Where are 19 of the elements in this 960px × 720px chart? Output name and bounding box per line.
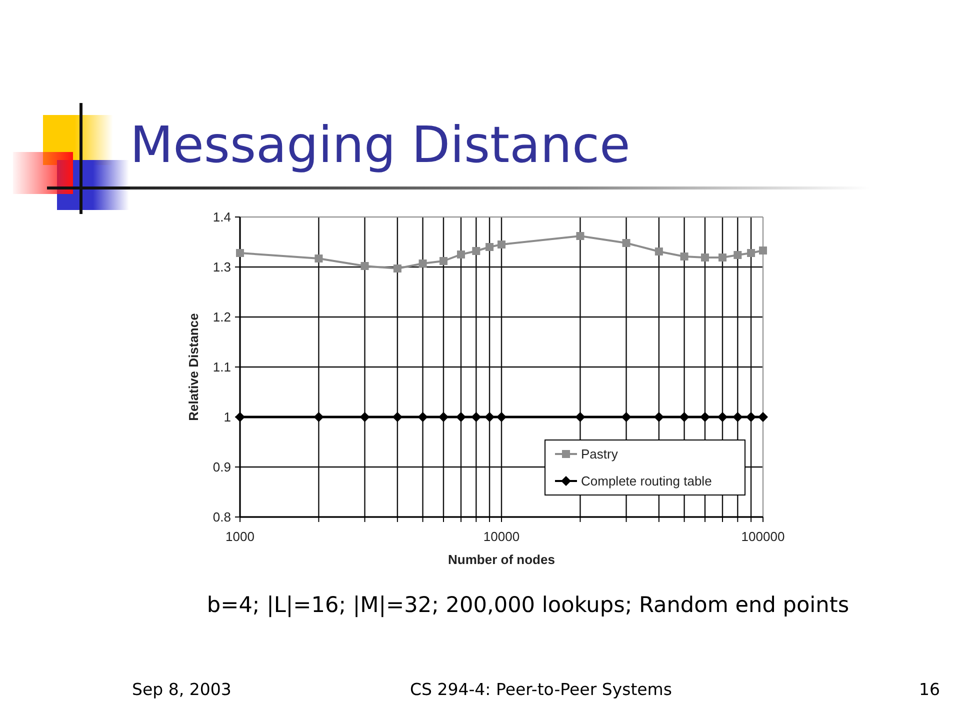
chart-title: Messaging Distance	[130, 116, 630, 174]
y-tick-label: 1.2	[212, 310, 231, 325]
y-tick-label: 0.9	[212, 460, 231, 475]
y-tick-label: 1.4	[212, 210, 231, 225]
legend-label: Pastry	[581, 446, 618, 462]
text: CS 294-4: Peer-to-Peer Systems	[410, 680, 672, 699]
y-tick-label: 1.1	[212, 360, 231, 375]
x-axis-title: Number of nodes	[448, 552, 555, 567]
text: 16	[919, 680, 940, 699]
legend-label: Complete routing table	[581, 474, 712, 489]
y-axis-title: Relative Distance	[186, 313, 201, 421]
y-tick-label: 1	[224, 410, 231, 425]
text: b=4; |L|=16; |M|=32; 200,000 lookups; Random end points	[206, 593, 850, 618]
x-tick-label: 1000	[226, 529, 254, 544]
x-tick-label: 100000	[741, 529, 785, 544]
y-tick-label: 1.3	[212, 260, 231, 275]
text: Sep 8, 2003	[132, 680, 232, 699]
x-tick-label: 10000	[483, 529, 520, 544]
y-tick-label: 0.8	[212, 510, 231, 525]
